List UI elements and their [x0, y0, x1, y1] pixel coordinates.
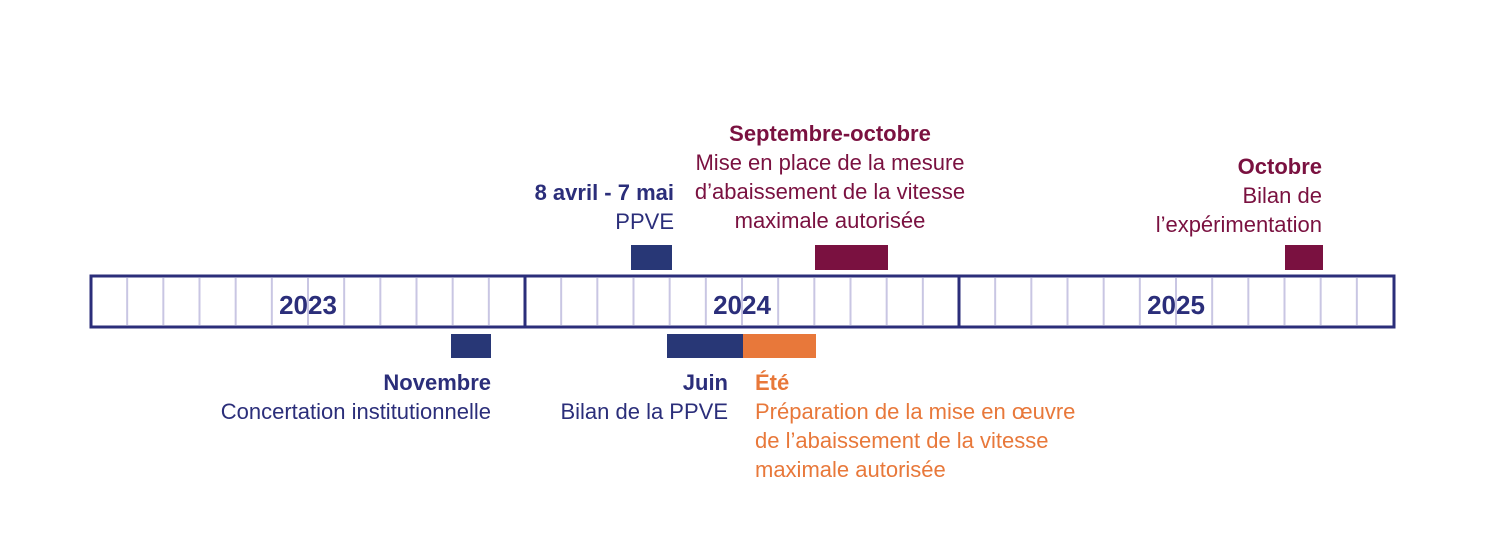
event-octobre-description: Bilan de l’expérimentation	[1155, 183, 1322, 237]
event-novembre-date: Novembre	[383, 370, 491, 395]
event-juin-description: Bilan de la PPVE	[560, 399, 728, 424]
event-ppve: 8 avril - 7 mai PPVE	[535, 178, 674, 236]
bar-ppve	[631, 245, 672, 270]
event-ete-description: Préparation de la mise en œuvre de l’aba…	[755, 399, 1076, 482]
year-label-2025: 2025	[1147, 290, 1205, 320]
event-juin-date: Juin	[682, 370, 728, 395]
year-label-2024: 2024	[713, 290, 771, 320]
event-novembre-description: Concertation institutionnelle	[220, 399, 491, 424]
event-ppve-date: 8 avril - 7 mai	[534, 180, 674, 205]
timeline-frame	[89, 274, 1396, 329]
event-septembre-octobre-description: Mise en place de la mesure d’abaissement…	[694, 150, 966, 233]
bar-juin	[667, 334, 743, 358]
event-ete-date: Été	[755, 370, 790, 395]
bar-septembre-octobre	[815, 245, 888, 270]
bar-novembre	[451, 334, 491, 358]
event-octobre: Octobre Bilan de l’expérimentation	[1156, 152, 1322, 239]
event-juin: Juin Bilan de la PPVE	[560, 368, 728, 426]
bar-ete	[743, 334, 816, 358]
year-label-2023: 2023	[279, 290, 337, 320]
bar-octobre	[1285, 245, 1323, 270]
event-octobre-date: Octobre	[1237, 154, 1322, 179]
event-septembre-octobre-date: Septembre-octobre	[729, 121, 931, 146]
month-grid	[126, 278, 1358, 325]
event-ppve-description: PPVE	[615, 209, 674, 234]
event-ete: Été Préparation de la mise en œuvre de l…	[755, 368, 1075, 484]
event-septembre-octobre: Septembre-octobre Mise en place de la me…	[640, 119, 1020, 235]
event-novembre: Novembre Concertation institutionnelle	[221, 368, 491, 426]
